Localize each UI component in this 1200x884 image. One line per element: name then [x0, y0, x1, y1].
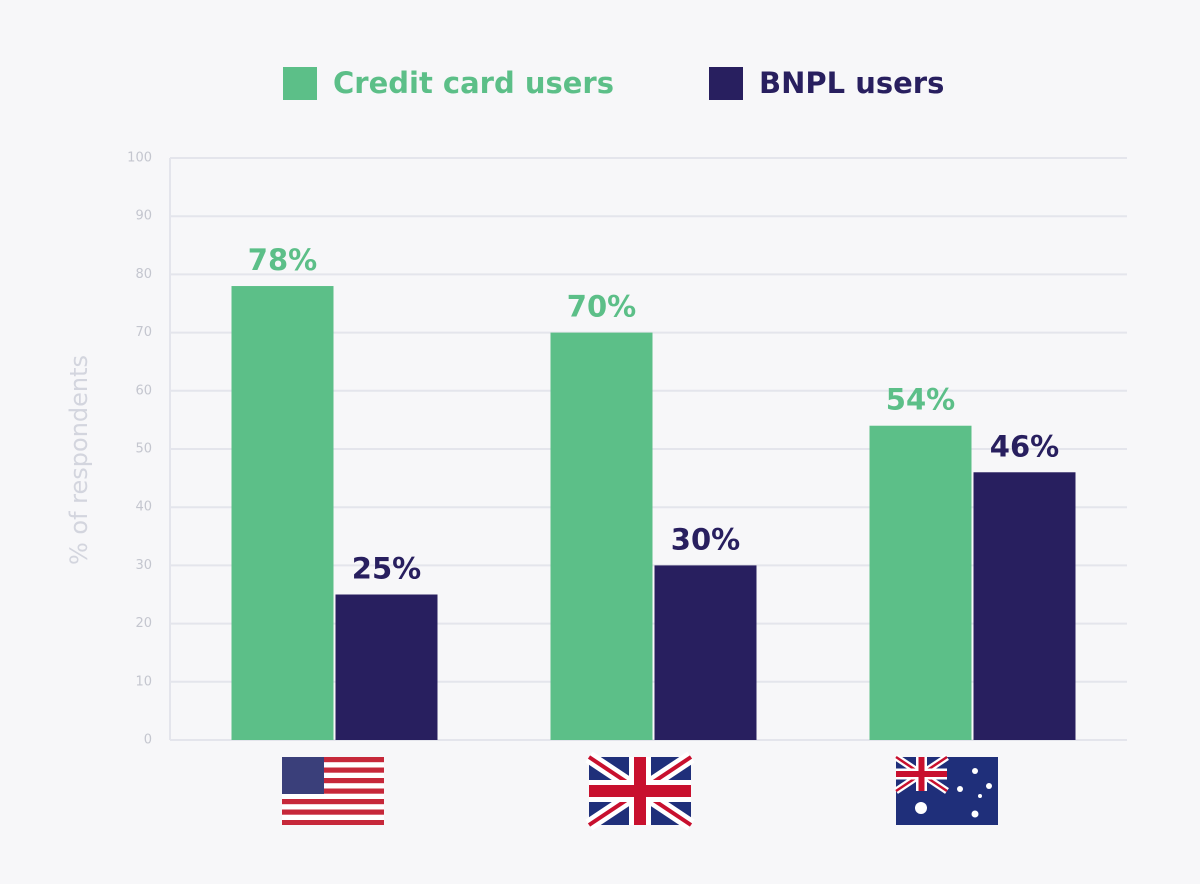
bar	[550, 332, 653, 740]
legend-label: BNPL users	[759, 66, 944, 100]
bar	[335, 594, 438, 740]
y-tick-label: 80	[135, 267, 152, 282]
value-label: 46%	[990, 429, 1059, 463]
flag-uk	[585, 751, 695, 831]
legend-swatch	[283, 67, 317, 100]
y-tick-label: 10	[135, 674, 152, 689]
y-tick-label: 70	[135, 325, 152, 340]
y-tick-label: 40	[135, 500, 152, 515]
value-label: 54%	[886, 383, 955, 417]
value-label: 78%	[248, 243, 317, 277]
flags	[282, 751, 998, 831]
y-tick-label: 30	[135, 558, 152, 573]
bar	[231, 286, 334, 740]
y-tick-label: 60	[135, 383, 152, 398]
legend-label: Credit card users	[333, 66, 614, 100]
y-axis-label: % of respondents	[65, 355, 93, 565]
legend-swatch	[709, 67, 743, 100]
y-tick-label: 100	[127, 151, 152, 166]
flag-usa	[282, 757, 384, 825]
bar	[654, 565, 757, 740]
value-label: 70%	[567, 290, 636, 324]
y-tick-label: 0	[144, 733, 152, 748]
y-tick-label: 90	[135, 209, 152, 224]
value-label: 25%	[352, 552, 421, 586]
y-tick-label: 50	[135, 442, 152, 457]
flag-australia	[894, 754, 998, 825]
y-tick-label: 20	[135, 616, 152, 631]
bar	[869, 425, 972, 740]
bar	[973, 472, 1076, 740]
value-label: 30%	[671, 522, 740, 556]
